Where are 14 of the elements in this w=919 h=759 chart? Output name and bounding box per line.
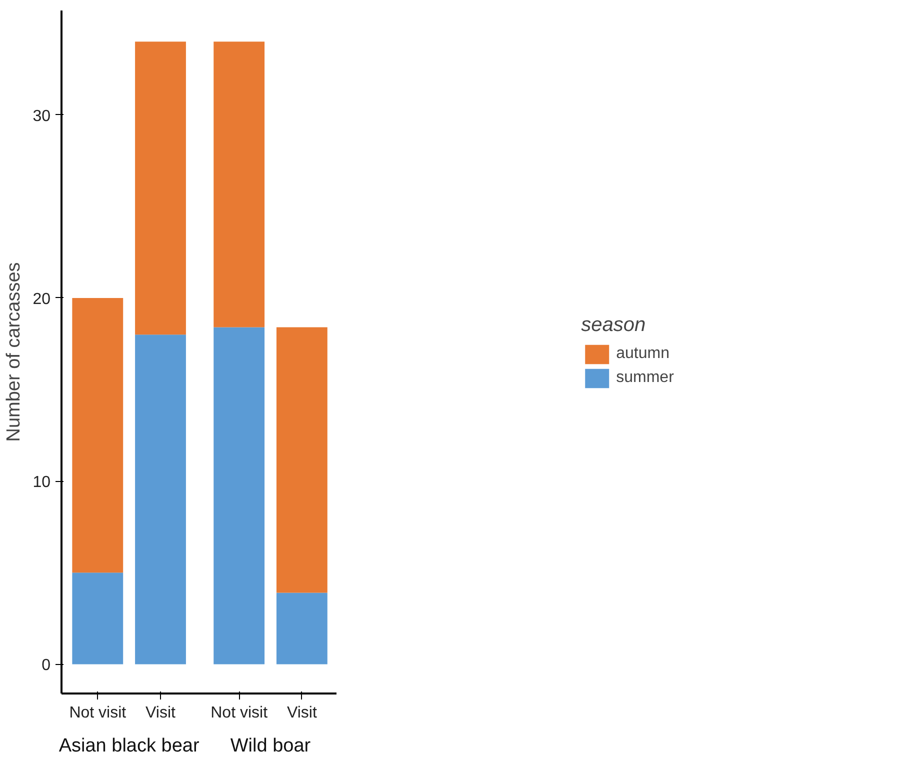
legend-title: season bbox=[581, 314, 647, 336]
y-axis-title: Number of carcasses bbox=[4, 262, 25, 442]
legend-label: autumn bbox=[616, 344, 670, 362]
legend-label: summer bbox=[616, 368, 674, 386]
text: Asian black bear bbox=[58, 736, 200, 756]
y-tick-label: 30 bbox=[32, 108, 51, 125]
x-tick-label: Not visit bbox=[210, 704, 268, 722]
x-tick-label: Visit bbox=[146, 704, 176, 722]
y-tick-label: 0 bbox=[42, 657, 51, 674]
x-tick-label: Visit bbox=[286, 704, 318, 722]
text: Wild boar bbox=[230, 736, 312, 756]
y-tick-label: 20 bbox=[32, 290, 51, 308]
y-tick-label: 10 bbox=[32, 474, 51, 492]
x-tick-label: Not visit bbox=[69, 704, 127, 722]
